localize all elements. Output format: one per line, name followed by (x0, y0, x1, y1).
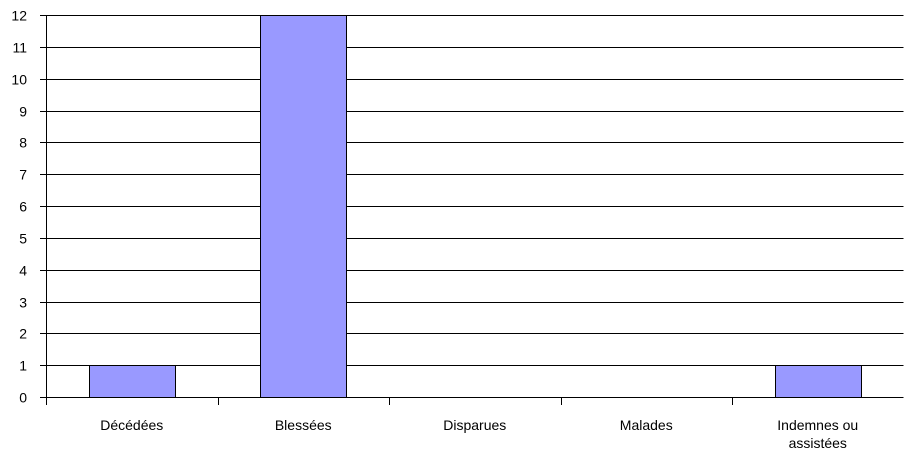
bar-1 (260, 15, 347, 398)
bar-4 (775, 365, 862, 398)
x-category-label-4-0: Indemnes ou (777, 417, 858, 433)
y-tick-label-12: 12 (11, 8, 27, 24)
y-tick-label-11: 11 (12, 40, 27, 56)
bars (89, 15, 862, 398)
x-axis-category-labels: Décédées Blessées Disparues Malades Indemnes… (100, 417, 858, 451)
y-tick-label-4: 4 (19, 263, 27, 279)
x-category-label-4-1: assistées (789, 435, 847, 451)
y-tick-label-8: 8 (19, 135, 27, 151)
axes (40, 15, 904, 405)
y-tick-label-0: 0 (19, 390, 27, 406)
y-tick-label-5: 5 (19, 231, 27, 247)
gridlines (46, 15, 904, 398)
y-tick-label-9: 9 (19, 104, 27, 120)
x-category-label-1-0: Blessées (275, 417, 332, 433)
y-tick-label-10: 10 (11, 72, 27, 88)
x-category-label-2-0: Disparues (443, 417, 506, 433)
bar-0 (89, 365, 176, 398)
y-tick-label-1: 1 (19, 358, 27, 374)
x-category-label-0-0: Décédées (100, 417, 163, 433)
y-tick-label-7: 7 (19, 167, 27, 183)
y-tick-label-6: 6 (19, 199, 27, 215)
y-tick-label-3: 3 (19, 295, 27, 311)
y-tick-label-2: 2 (19, 326, 27, 342)
x-category-label-3-0: Malades (620, 417, 673, 433)
